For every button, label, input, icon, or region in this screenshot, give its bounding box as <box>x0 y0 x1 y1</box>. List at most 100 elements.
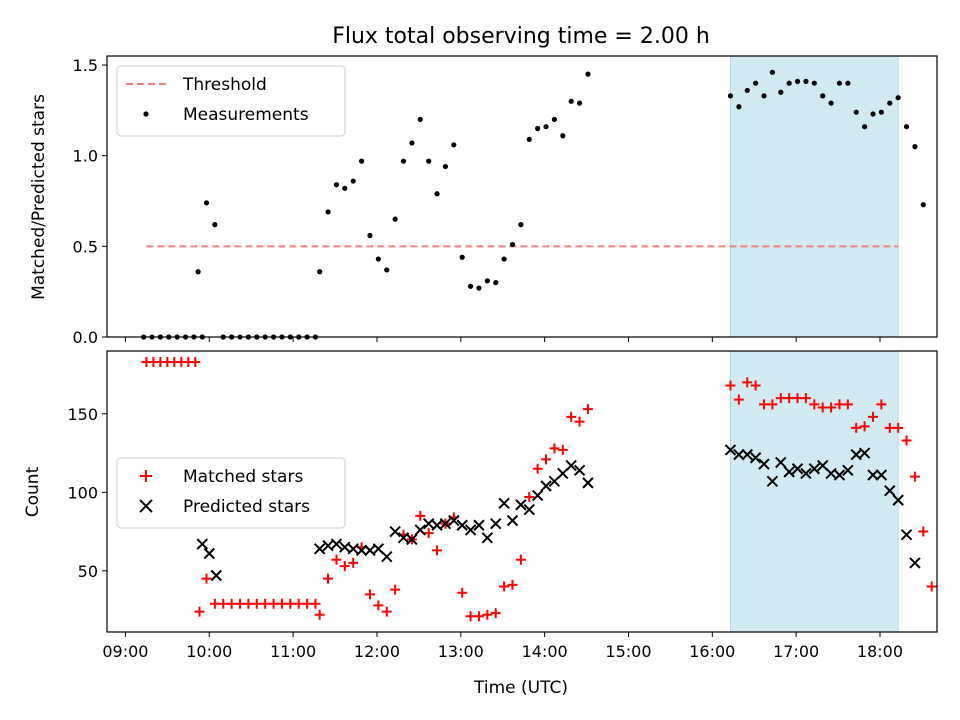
data-point <box>506 514 519 527</box>
data-point <box>473 611 484 622</box>
data-point <box>532 463 543 474</box>
data-point <box>766 475 779 488</box>
data-point <box>540 480 552 492</box>
data-point <box>800 467 812 480</box>
data-point <box>218 598 229 609</box>
data-point <box>203 547 215 560</box>
top-y-axis-label: Matched/Predicted stars <box>29 94 49 300</box>
data-point <box>900 528 913 541</box>
data-point <box>565 459 577 472</box>
data-point <box>783 466 795 478</box>
data-point <box>400 158 407 164</box>
data-point <box>423 528 434 539</box>
data-point <box>892 494 904 506</box>
data-point <box>459 254 465 260</box>
data-point <box>333 182 340 188</box>
data-point <box>862 124 868 130</box>
data-point <box>836 80 843 86</box>
legend-label: Measurements <box>183 105 309 125</box>
data-point <box>884 485 896 497</box>
data-point <box>784 393 795 404</box>
data-point <box>574 416 585 427</box>
data-point <box>526 136 532 142</box>
data-point <box>467 283 474 289</box>
data-point <box>828 100 834 106</box>
data-point <box>853 109 859 115</box>
shaded-span <box>729 55 899 338</box>
data-point <box>375 256 381 262</box>
top-panel: 0.0 0.5 1.0 1.5 Threshold Measurements <box>73 55 938 347</box>
chart-title: Flux total observing time = 2.00 h <box>332 24 710 49</box>
data-point <box>389 525 401 538</box>
data-point <box>235 598 246 609</box>
data-point <box>794 78 801 84</box>
data-point <box>457 587 468 598</box>
x-tick-label: 14:00 <box>522 642 568 661</box>
data-point <box>194 606 205 617</box>
data-point <box>201 573 212 584</box>
data-point <box>415 510 426 521</box>
data-point <box>509 241 516 248</box>
data-point <box>733 448 745 461</box>
data-point <box>786 80 792 86</box>
data-point <box>809 399 820 410</box>
data-point <box>811 80 817 86</box>
x-tick-label: 10:00 <box>186 642 232 661</box>
axes-frame <box>106 350 938 633</box>
data-point <box>364 589 375 600</box>
data-point <box>350 178 356 184</box>
data-point <box>195 269 201 275</box>
data-point <box>749 452 762 464</box>
data-point <box>741 448 753 461</box>
data-point <box>426 158 432 164</box>
legend-swatch <box>139 499 153 513</box>
x-tick-label: 13:00 <box>438 642 484 661</box>
data-point <box>769 69 775 75</box>
data-point <box>515 499 527 511</box>
y-tick-label: 50 <box>78 562 98 581</box>
data-point <box>293 598 304 609</box>
data-point <box>196 538 209 550</box>
x-axis-label: Time (UTC) <box>473 678 568 698</box>
bottom-panel: 50 100 150 09:00 10:00 11:00 12:00 13:00 14:00 15… <box>67 350 938 661</box>
data-point <box>314 609 325 620</box>
data-point <box>582 477 594 489</box>
data-point <box>523 503 535 516</box>
data-point <box>493 280 499 286</box>
data-point <box>842 464 854 477</box>
data-point <box>190 356 201 367</box>
data-point <box>920 202 926 208</box>
data-point <box>551 116 558 123</box>
legend-label: Threshold <box>182 75 267 95</box>
data-point <box>268 598 279 609</box>
data-point <box>867 469 879 481</box>
data-point <box>878 109 884 115</box>
data-point <box>212 222 218 228</box>
data-point <box>868 411 879 422</box>
data-point <box>330 538 343 550</box>
data-point <box>507 579 518 590</box>
data-point <box>541 454 552 465</box>
data-point <box>909 557 921 569</box>
y-tick-label: 0.0 <box>73 328 98 347</box>
data-point <box>302 598 313 609</box>
bottom-y-axis-label: Count <box>23 466 43 517</box>
data-point <box>582 404 593 415</box>
data-point <box>323 573 334 584</box>
data-point <box>373 600 384 611</box>
data-point <box>518 222 524 228</box>
legend-box <box>116 457 346 529</box>
data-point <box>887 100 893 106</box>
data-point <box>442 163 449 170</box>
data-point <box>499 581 510 592</box>
data-point <box>331 554 342 565</box>
data-point <box>858 447 871 459</box>
data-point <box>834 399 845 410</box>
data-point <box>842 399 853 410</box>
data-point <box>800 393 811 404</box>
data-point <box>456 519 468 531</box>
data-point <box>313 543 326 555</box>
data-point <box>543 124 549 130</box>
data-point <box>358 158 365 164</box>
